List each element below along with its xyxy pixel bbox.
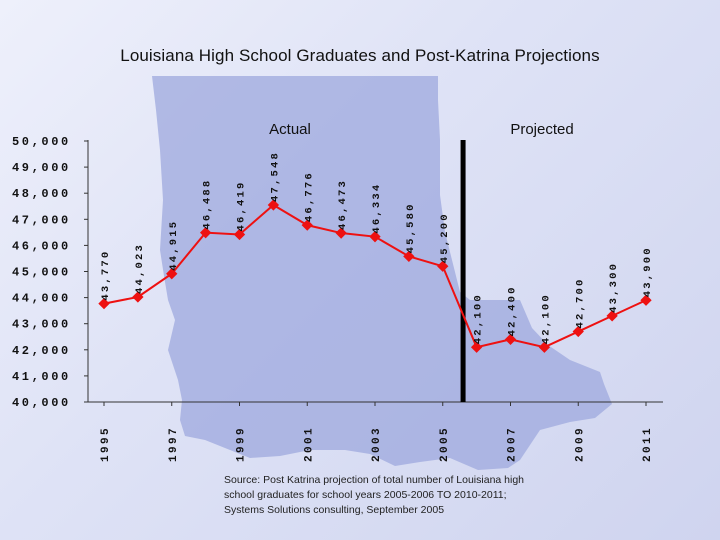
- data-label: 46,473: [337, 179, 349, 230]
- data-label: 44,023: [134, 243, 146, 294]
- y-tick-label: 44,000: [12, 292, 71, 306]
- x-tick-label: 2009: [574, 426, 586, 462]
- y-tick-label: 42,000: [12, 344, 71, 358]
- x-tick-label: 1999: [236, 426, 248, 462]
- source-line-1: Source: Post Katrina projection of total…: [224, 474, 525, 486]
- x-tick-label: 2005: [439, 426, 451, 462]
- y-tick-label: 48,000: [12, 187, 71, 201]
- data-label: 47,548: [269, 151, 281, 202]
- data-label: 42,100: [473, 293, 485, 344]
- y-tick-label: 40,000: [12, 396, 71, 410]
- data-label: 42,100: [540, 293, 552, 344]
- y-tick-label: 50,000: [12, 135, 71, 149]
- actual-annotation: Actual: [269, 121, 311, 138]
- data-label: 44,915: [168, 220, 180, 271]
- data-label: 46,776: [303, 171, 315, 222]
- x-tick-label: 2011: [642, 426, 654, 462]
- source-line-3: Systems Solutions consulting, September …: [224, 504, 445, 516]
- projected-annotation: Projected: [510, 121, 573, 138]
- x-tick-label: 2001: [303, 426, 315, 462]
- x-tick-label: 2003: [371, 426, 383, 462]
- y-tick-label: 43,000: [12, 318, 71, 332]
- y-tick-label: 49,000: [12, 161, 71, 175]
- data-label: 46,419: [236, 180, 248, 231]
- chart-title: Louisiana High School Graduates and Post…: [120, 46, 600, 65]
- data-label: 42,700: [574, 278, 586, 329]
- y-tick-label: 45,000: [12, 266, 71, 280]
- data-label: 43,300: [608, 262, 620, 313]
- data-label: 46,334: [371, 183, 383, 234]
- louisiana-map-silhouette: [152, 76, 612, 470]
- data-label: 45,580: [405, 202, 417, 253]
- y-tick-label: 46,000: [12, 239, 71, 253]
- source-line-2: school graduates for school years 2005-2…: [224, 489, 507, 501]
- data-label: 45,200: [439, 212, 451, 263]
- y-tick-label: 41,000: [12, 370, 71, 384]
- data-label: 46,488: [202, 179, 214, 230]
- y-tick-label: 47,000: [12, 213, 71, 227]
- x-tick-label: 1997: [168, 426, 180, 462]
- data-label: 42,400: [507, 285, 519, 336]
- x-tick-label: 2007: [507, 426, 519, 462]
- data-label: 43,770: [100, 250, 112, 301]
- data-label: 43,900: [642, 246, 654, 297]
- source-note: Source: Post Katrina projection of total…: [224, 473, 584, 518]
- x-tick-label: 1995: [100, 426, 112, 462]
